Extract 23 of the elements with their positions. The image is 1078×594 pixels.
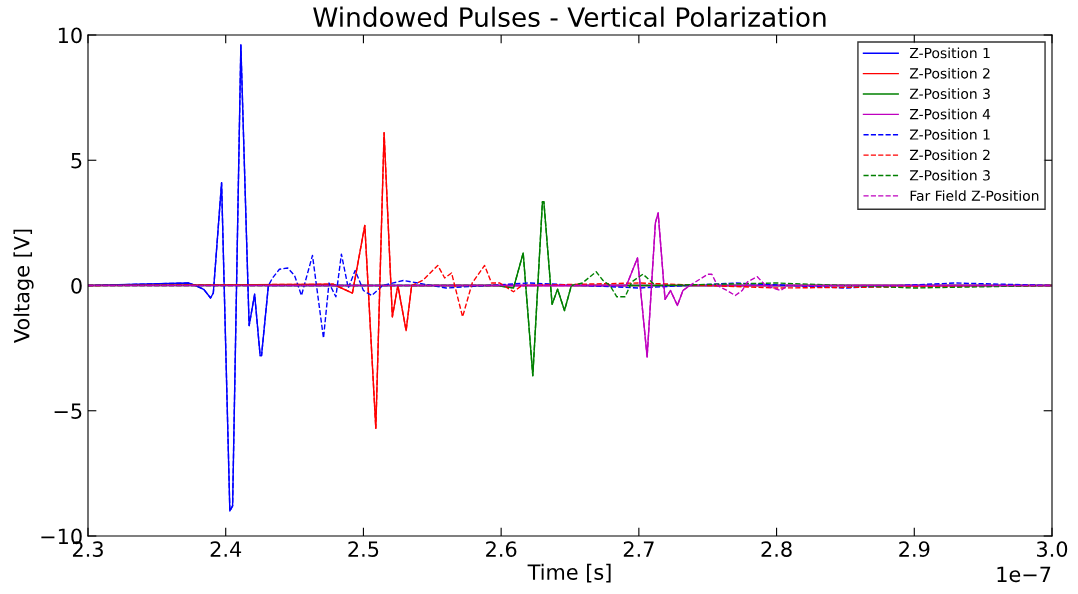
x-tick-label: 2.8 — [761, 541, 792, 557]
legend-label: Z-Position 4 — [909, 108, 991, 120]
y-tick-label: 10 — [58, 27, 82, 44]
legend-label: Z-Position 3 — [909, 88, 990, 100]
legend-label: Z-Position 1 — [909, 129, 990, 140]
legend-label: Z-Position 2 — [909, 149, 990, 161]
x-tick-label: 2.6 — [486, 541, 517, 557]
legend-label: Z-Position 2 — [909, 67, 990, 79]
x-tick-label: 2.7 — [623, 541, 654, 557]
legend-label: Far Field Z-Position — [910, 190, 1039, 201]
x-tick-label: 2.5 — [348, 541, 379, 557]
x-tick-label: 3.0 — [1037, 541, 1068, 557]
x-axis-title: Time [s] — [527, 563, 611, 583]
chart-title: Windowed Pulses - Vertical Polarization — [313, 6, 826, 28]
y-tick-label: −5 — [54, 403, 82, 419]
y-axis-title: Voltage [V] — [13, 229, 34, 343]
legend-label: Z-Position 1 — [909, 47, 990, 59]
legend-label: Z-Position 3 — [909, 169, 990, 181]
y-tick-label: 0 — [71, 277, 82, 294]
x-tick-label: 2.9 — [899, 541, 930, 557]
y-tick-label: 5 — [71, 152, 82, 169]
text: 1e−7 — [997, 566, 1051, 583]
x-tick-label: 2.4 — [210, 541, 242, 557]
